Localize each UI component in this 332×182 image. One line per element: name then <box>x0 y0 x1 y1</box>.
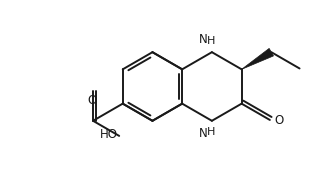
Text: H: H <box>207 127 215 137</box>
Text: O: O <box>88 94 97 107</box>
Text: N: N <box>199 33 208 46</box>
Text: H: H <box>207 36 215 46</box>
Text: HO: HO <box>100 128 118 141</box>
Text: O: O <box>274 114 283 127</box>
Text: N: N <box>199 127 208 140</box>
Polygon shape <box>242 48 274 69</box>
